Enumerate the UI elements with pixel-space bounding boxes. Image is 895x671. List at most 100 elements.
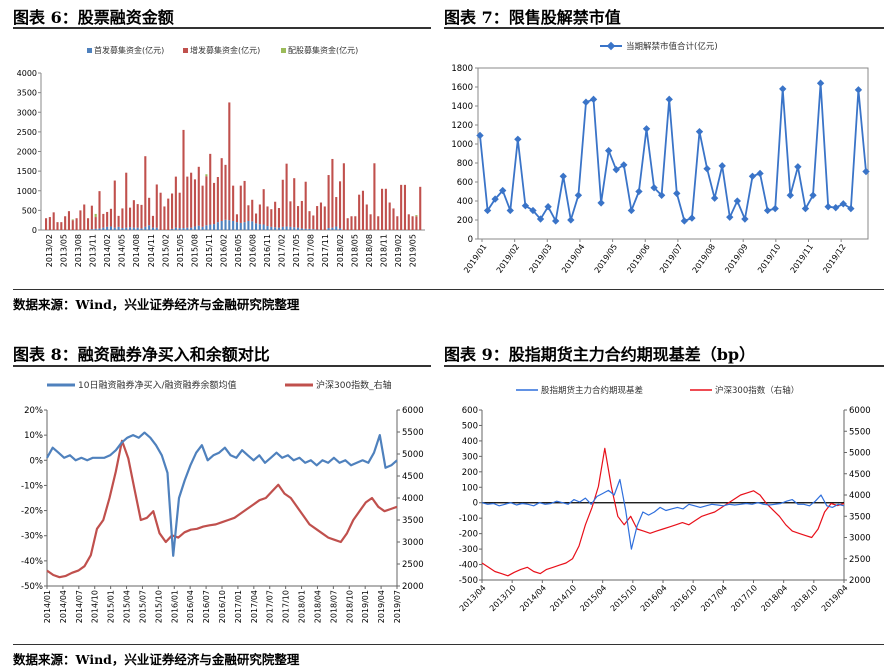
fig7-point [794,163,802,171]
fig6-bar [224,219,227,230]
fig9-series-line [481,478,845,550]
fig6-bar [83,204,86,230]
fig9-right-tick-label: 3000 [849,534,871,544]
fig6-bar [52,212,55,230]
fig6-bar [209,153,212,225]
fig6-bar [148,225,151,230]
fig7-y-tick-label: 200 [457,216,473,226]
fig8-x-tick-label: 2014/04 [59,590,68,623]
fig9-left-tick-label: 600 [462,406,478,416]
fig7-point [786,191,794,199]
fig6-bar [358,194,361,230]
fig7-point [695,127,704,136]
fig6-bar [197,225,200,230]
fig6-bar [79,210,82,230]
fig6-x-tick-label: 2019/05 [408,234,417,267]
fig8-x-tick-label: 2018/10 [345,590,354,623]
fig6-bar [392,208,395,230]
fig9-x-tick-label: 2013/10 [488,583,518,613]
fig6-x-tick-label: 2013/02 [45,234,54,267]
fig6-bar [205,176,208,226]
fig6-bar [106,226,109,230]
fig6-bar [213,182,216,225]
fig6-bar [327,175,330,229]
fig6-bar [193,226,197,230]
fig6-bar [281,226,284,230]
fig6-bar [277,208,281,228]
fig8-left-tick-label: -40% [21,557,43,567]
fig6-bar [109,208,113,227]
fig8-right-tick-label: 2500 [402,560,424,570]
fig6-y-tick-label: 3000 [17,108,37,117]
fig6-bar [45,218,48,230]
fig6-bar [216,177,219,223]
fig7-point [854,86,863,94]
fig7-point [779,85,787,93]
fig8-right-tick-label: 2000 [402,582,424,592]
fig6-y-tick-label: 1000 [17,187,37,196]
fig7-point [680,217,689,225]
fig6-bar [136,204,139,228]
fig8-x-tick-label: 2016/01 [170,590,179,623]
fig6-bar [90,229,93,230]
fig9-legend-label: 股指期货主力合约期现基差 [541,385,643,396]
fig9-x-tick-label: 2015/04 [578,583,608,613]
fig6-bar [113,180,116,228]
fig7-series-line [479,83,867,224]
fig7-point [544,203,552,211]
fig6-bar [155,184,158,228]
fig8-x-tick-label: 2015/04 [123,590,132,623]
fig7-point [552,217,560,225]
fig6-bar [193,179,197,227]
fig6-bar [354,216,357,230]
fig7-point [771,204,779,213]
fig6-bar [381,188,384,230]
fig6-bar [132,200,135,228]
fig6-bar [121,208,124,229]
fig7-x-tick-label: 2019/06 [625,242,651,274]
fig6-bar [350,216,353,230]
fig7-x-tick-label: 2019/04 [560,242,586,274]
fig7-y-tick-label: 400 [457,197,473,207]
fig8-series-line [46,431,398,557]
fig8-x-tick-label: 2017/07 [266,590,275,623]
fig7-legend-marker [606,41,616,51]
fig6-bar [190,172,193,228]
fig9-title-rule [444,365,884,367]
fig7-point [574,191,583,199]
fig6-bar [342,163,345,230]
fig6-x-tick-label: 2015/11 [205,234,214,267]
fig9-right-tick-label: 2500 [849,555,871,565]
fig6-bar [415,216,418,230]
fig8-x-tick-label: 2015/07 [138,590,147,623]
fig8-chart: 20% 10% 0% -10% -20% -30% -40% -50% 6000 5500 5000… [21,379,424,623]
fig6-bar [60,222,63,230]
fig6-bar [297,206,300,228]
fig8-x-tick-label: 2019/01 [361,590,370,623]
fig6-x-tick-label: 2018/11 [379,234,388,267]
fig9-x-tick-label: 2014/10 [548,583,578,613]
fig6-bar [331,158,334,228]
fig6-legend-swatch [281,48,286,53]
fig8-left-tick-label: 20% [24,406,43,416]
fig6-bar [308,228,311,230]
fig7-y-tick-label: 1800 [451,64,473,74]
fig6-bar [201,185,204,227]
fig6-y-tick-label: 500 [22,206,37,215]
fig6-bar [297,227,300,230]
fig7-point [604,146,613,155]
fig9-right-tick-label: 3500 [849,512,871,522]
fig6-x-tick-label: 2016/05 [234,234,243,267]
fig6-bar [186,227,189,230]
bottom-source-rule [13,644,884,645]
fig9-left-tick-label: 200 [462,468,478,478]
top-source: 数据来源：Wind，兴业证券经济与金融研究院整理 [13,297,300,312]
fig6-bar [144,226,147,230]
fig9-left-tick-label: 300 [462,452,478,462]
fig6-legend-swatch [183,48,188,53]
fig9-series-line [481,447,845,577]
fig6-bar [94,213,97,218]
fig6-x-tick-label: 2017/05 [292,234,301,267]
fig6-bar [102,213,105,228]
fig6-bar [300,228,303,230]
